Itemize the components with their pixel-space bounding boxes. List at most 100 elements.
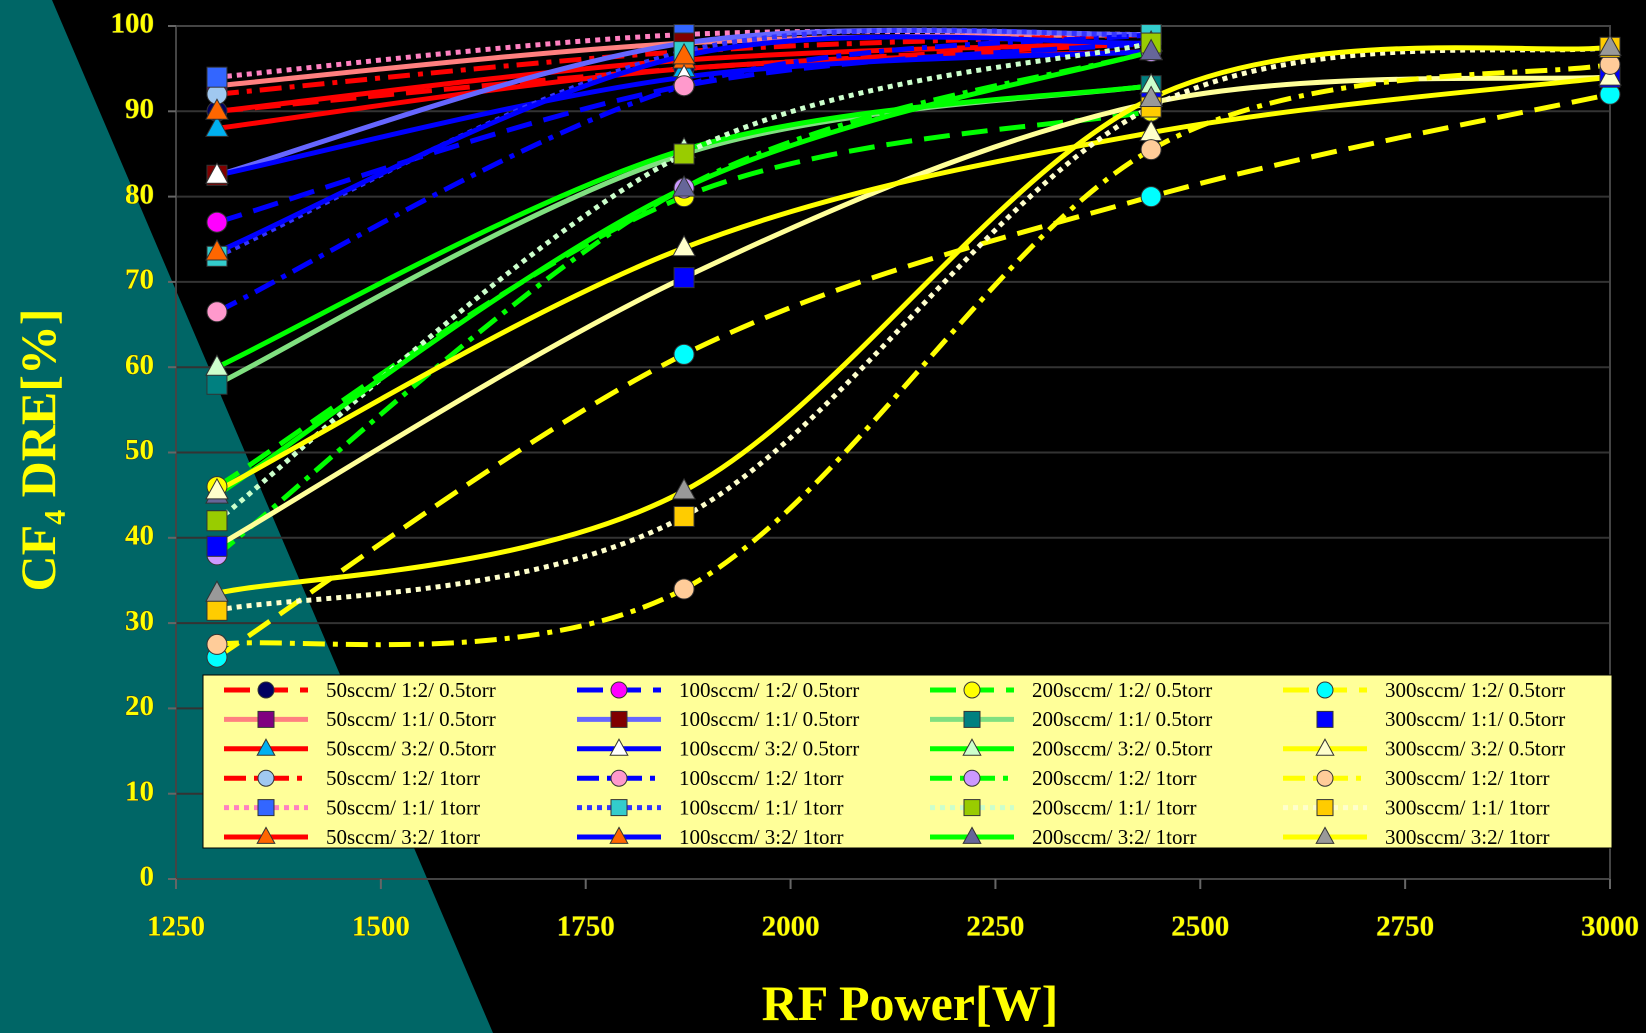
marker [672, 175, 696, 197]
marker [673, 75, 695, 97]
x-tick-label: 2000 [762, 911, 820, 943]
legend-label: 300sccm/ 3:2/ 1torr [1385, 825, 1549, 849]
marker [1140, 186, 1162, 208]
series-line [216, 44, 1611, 613]
marker [673, 143, 695, 165]
x-tick-label: 1500 [352, 911, 410, 943]
marker [609, 738, 629, 756]
marker [205, 239, 229, 261]
legend-label: 100sccm/ 1:1/ 1torr [679, 795, 843, 819]
marker [610, 769, 628, 787]
marker [672, 234, 696, 257]
legend-label: 50sccm/ 1:2/ 1torr [326, 766, 480, 790]
marker [205, 354, 229, 376]
marker [206, 599, 228, 621]
legend-label: 200sccm/ 1:1/ 0.5torr [1032, 707, 1212, 731]
marker [673, 343, 695, 365]
marker [1316, 799, 1334, 817]
x-tick-label: 1250 [147, 911, 205, 943]
legend-label: 300sccm/ 1:1/ 0.5torr [1385, 707, 1565, 731]
markers [205, 24, 1622, 668]
y-tick-label: 40 [125, 519, 154, 551]
marker [672, 477, 696, 500]
x-tick-label: 2250 [966, 911, 1024, 943]
marker [257, 799, 275, 817]
legend-label: 100sccm/ 3:2/ 0.5torr [679, 737, 859, 761]
legend-label: 200sccm/ 1:1/ 1torr [1032, 795, 1196, 819]
legend-label: 100sccm/ 1:2/ 0.5torr [679, 678, 859, 702]
marker [206, 66, 228, 88]
legend-label: 100sccm/ 3:2/ 1torr [679, 825, 843, 849]
marker [206, 373, 228, 395]
y-axis-title: CF₄ DRE[%] [10, 308, 66, 591]
marker [672, 42, 696, 65]
ticks: 0 10 20 30 40 50 60 70 80 90 100 1250 1500 1750 2000 22… [110, 7, 1640, 943]
y-tick-label: 90 [125, 93, 154, 125]
series-line [215, 91, 1611, 660]
y-tick-label: 0 [140, 861, 155, 893]
legend-label: 50sccm/ 3:2/ 0.5torr [326, 737, 496, 761]
legend-label: 100sccm/ 1:2/ 1torr [679, 766, 843, 790]
marker [257, 710, 275, 728]
series-line [216, 61, 1611, 648]
marker [1316, 681, 1334, 699]
marker [962, 738, 982, 756]
legend-label: 50sccm/ 1:1/ 0.5torr [326, 707, 496, 731]
marker [206, 211, 228, 233]
marker [963, 681, 981, 699]
marker [257, 769, 275, 787]
marker [205, 580, 229, 602]
legend-label: 50sccm/ 3:2/ 1torr [326, 825, 480, 849]
marker [1316, 710, 1334, 728]
marker [610, 710, 628, 728]
legend-label: 100sccm/ 1:1/ 0.5torr [679, 707, 859, 731]
marker [963, 769, 981, 787]
marker [610, 799, 628, 817]
x-tick-label: 3000 [1581, 911, 1639, 943]
marker [256, 738, 276, 756]
y-tick-label: 20 [125, 690, 154, 722]
x-tick-label: 2500 [1171, 911, 1229, 943]
marker [1315, 738, 1335, 756]
series-line [216, 40, 1152, 225]
marker [673, 578, 695, 600]
y-tick-label: 80 [125, 178, 154, 210]
legend-label: 300sccm/ 1:1/ 1torr [1385, 795, 1549, 819]
marker [205, 98, 229, 120]
legend-label: 300sccm/ 1:2/ 0.5torr [1385, 678, 1565, 702]
legend-box [202, 674, 1613, 849]
marker [963, 799, 981, 817]
marker [205, 477, 229, 500]
legend: 50sccm/ 1:2/ 0.5torr 50sccm/ 1:1/ 0.5torr… [224, 678, 1565, 849]
marker [206, 633, 228, 655]
legend-label: 300sccm/ 3:2/ 0.5torr [1385, 737, 1565, 761]
marker [1315, 826, 1335, 844]
marker [673, 505, 695, 527]
marker [206, 301, 228, 323]
y-tick-label: 50 [125, 434, 154, 466]
marker [1139, 85, 1163, 108]
marker [256, 826, 276, 844]
marker [963, 710, 981, 728]
marker [1140, 139, 1162, 161]
marker [673, 267, 695, 289]
marker [962, 826, 982, 844]
series-line [216, 44, 1611, 596]
marker [1598, 64, 1622, 86]
legend-label: 200sccm/ 1:2/ 0.5torr [1032, 678, 1212, 702]
y-tick-label: 30 [125, 605, 154, 637]
y-tick-label: 100 [111, 8, 155, 40]
x-axis-title: RF Power[W] [762, 975, 1059, 1031]
y-tick-label: 10 [125, 775, 154, 807]
marker [205, 162, 229, 184]
y-tick-label: 70 [125, 264, 154, 296]
x-tick-label: 2750 [1376, 911, 1434, 943]
marker [1316, 769, 1334, 787]
marker [1139, 38, 1163, 61]
x-tick-label: 1750 [557, 911, 615, 943]
legend-label: 200sccm/ 3:2/ 0.5torr [1032, 737, 1212, 761]
marker [205, 115, 229, 137]
marker [257, 681, 275, 699]
y-tick-label: 60 [125, 349, 154, 381]
